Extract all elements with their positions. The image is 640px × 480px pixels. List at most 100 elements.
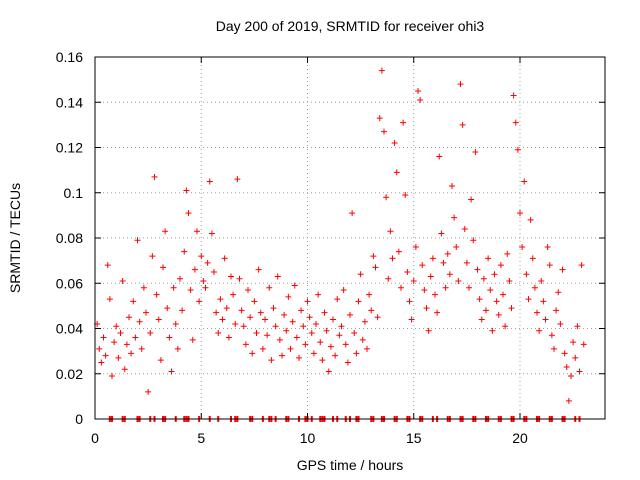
- data-point: [109, 373, 115, 380]
- data-point: [145, 388, 152, 395]
- data-point: [198, 253, 205, 260]
- data-point: [500, 291, 506, 298]
- data-point: [130, 298, 137, 305]
- data-point: [459, 121, 466, 128]
- data-point: [211, 268, 217, 275]
- data-point: [111, 339, 118, 346]
- data-point: [136, 318, 143, 325]
- data-point: [232, 320, 239, 327]
- y-tick-label: 0.12: [56, 140, 83, 156]
- data-point: [417, 96, 424, 103]
- data-point: [438, 230, 445, 237]
- x-tick-label: 5: [197, 430, 205, 446]
- data-point: [140, 284, 147, 291]
- data-point: [351, 330, 358, 337]
- data-point: [164, 305, 171, 312]
- data-point: [234, 176, 241, 183]
- data-point: [106, 296, 113, 303]
- data-point: [174, 345, 181, 352]
- data-point: [177, 275, 183, 282]
- data-point: [534, 309, 540, 316]
- data-point: [529, 255, 536, 262]
- data-point: [557, 320, 564, 327]
- data-point: [96, 345, 103, 352]
- data-point: [153, 291, 160, 298]
- data-point: [457, 81, 464, 88]
- data-point: [570, 339, 577, 346]
- x-tick-label: 15: [406, 430, 422, 446]
- y-tick-label: 0.16: [56, 49, 83, 65]
- data-point: [523, 271, 530, 278]
- data-point: [555, 289, 562, 296]
- data-point: [283, 327, 290, 334]
- data-point: [308, 330, 315, 337]
- data-point: [353, 350, 360, 357]
- data-point: [510, 92, 517, 99]
- data-point: [487, 287, 494, 294]
- data-point: [276, 336, 283, 343]
- data-point: [217, 296, 224, 303]
- data-point: [206, 178, 213, 185]
- data-point: [461, 225, 468, 232]
- data-point: [408, 316, 415, 323]
- data-point: [580, 341, 587, 348]
- data-point: [480, 275, 487, 282]
- x-tick-label: 20: [512, 430, 528, 446]
- data-point: [115, 354, 122, 361]
- data-point: [449, 182, 455, 189]
- data-point: [574, 323, 581, 330]
- y-axis-label: SRMTID / TECUs: [7, 183, 23, 293]
- data-point: [378, 67, 385, 74]
- data-point: [478, 316, 485, 323]
- data-point: [238, 307, 245, 314]
- data-point: [262, 316, 268, 323]
- data-point: [181, 248, 188, 255]
- data-point: [204, 259, 211, 266]
- x-tick-label: 0: [91, 430, 99, 446]
- data-point: [302, 341, 309, 348]
- data-point: [442, 284, 449, 291]
- data-point: [472, 149, 479, 156]
- data-point: [151, 173, 158, 180]
- data-point: [361, 318, 368, 325]
- data-point: [325, 368, 332, 375]
- data-point: [126, 314, 132, 321]
- data-point: [166, 334, 173, 341]
- data-point: [497, 262, 504, 269]
- data-point: [149, 253, 156, 260]
- data-point: [128, 350, 135, 357]
- data-point: [255, 266, 262, 273]
- data-point: [385, 275, 392, 282]
- data-point: [521, 178, 528, 185]
- data-point: [419, 262, 426, 269]
- data-point: [138, 345, 145, 352]
- grid-lines: [95, 57, 605, 419]
- x-tick-label: 10: [300, 430, 316, 446]
- data-point: [168, 368, 175, 375]
- data-point: [102, 352, 109, 359]
- data-point: [406, 298, 413, 305]
- data-point: [489, 327, 496, 334]
- data-point: [253, 330, 260, 337]
- data-point: [551, 345, 557, 352]
- data-point: [538, 277, 545, 284]
- data-point: [147, 330, 154, 337]
- data-point: [245, 287, 251, 294]
- data-point: [536, 327, 543, 334]
- data-point: [342, 341, 349, 348]
- data-point: [274, 273, 281, 280]
- data-point: [561, 350, 568, 357]
- data-point: [155, 316, 162, 323]
- data-point: [544, 244, 551, 251]
- data-point: [344, 359, 351, 366]
- y-tick-label: 0.14: [56, 94, 83, 110]
- data-point: [113, 323, 120, 330]
- data-point: [548, 332, 555, 339]
- data-point: [519, 244, 526, 251]
- data-point: [370, 253, 377, 260]
- data-point: [542, 316, 549, 323]
- data-point: [279, 352, 285, 359]
- data-point: [100, 334, 107, 341]
- data-point: [517, 210, 523, 217]
- data-point: [349, 210, 356, 217]
